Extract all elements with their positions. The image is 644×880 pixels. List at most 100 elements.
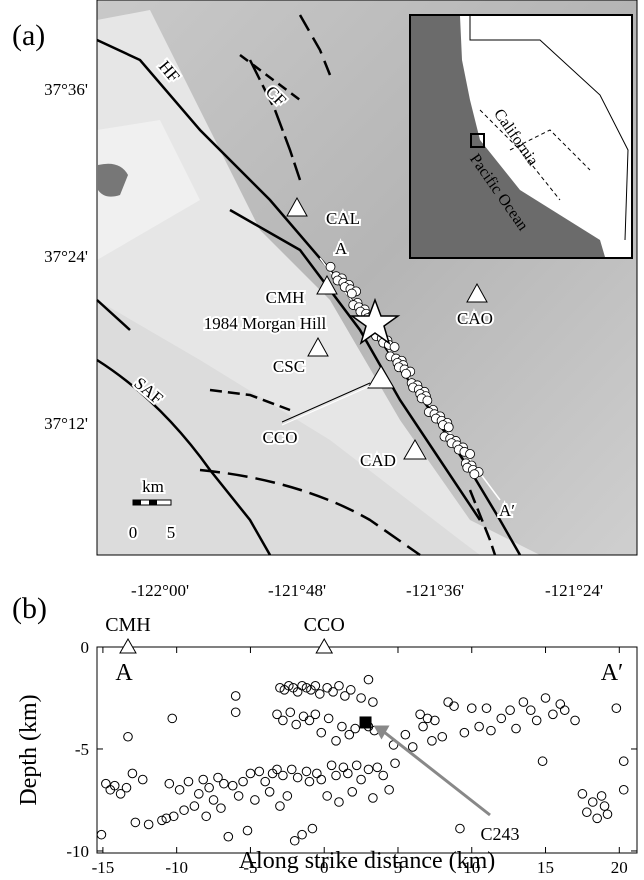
panel-label: (b) — [12, 592, 47, 625]
point — [219, 778, 229, 789]
point — [455, 823, 465, 834]
point — [559, 705, 570, 716]
profile-label: A′ — [499, 501, 515, 520]
point — [596, 791, 607, 801]
point — [123, 731, 133, 742]
x-tick-label: 20 — [611, 858, 628, 875]
point — [179, 805, 189, 815]
arrowhead — [373, 725, 390, 740]
y-axis-label: Depth (km) — [16, 694, 42, 805]
epicenter — [346, 288, 357, 299]
point — [109, 780, 120, 791]
point — [254, 766, 265, 777]
profile-label: A — [335, 239, 348, 258]
point — [540, 693, 551, 703]
point — [137, 774, 148, 785]
point — [316, 727, 327, 738]
profile-label: A′ — [601, 660, 624, 686]
point — [356, 693, 366, 703]
point — [334, 680, 344, 691]
point — [337, 721, 347, 732]
bay-plain — [97, 120, 200, 260]
y-tick-label: -10 — [66, 842, 89, 861]
epicenter — [422, 395, 433, 406]
highlight-point — [359, 716, 372, 729]
point — [602, 809, 613, 820]
point — [301, 682, 312, 693]
point — [174, 784, 185, 795]
point — [356, 774, 366, 785]
epicenter — [389, 342, 400, 352]
point — [537, 756, 548, 767]
point — [130, 817, 141, 828]
point — [350, 723, 360, 734]
point — [216, 803, 226, 813]
epicenter — [469, 469, 480, 480]
station-label: CMH — [105, 614, 151, 636]
point — [275, 682, 285, 693]
point — [363, 764, 374, 775]
scale-tick: 5 — [167, 523, 176, 542]
highlight-label: C243 — [480, 824, 519, 844]
lon-label: -121°48' — [268, 581, 326, 600]
point — [390, 758, 400, 769]
point — [242, 825, 253, 836]
lat-label: 37°12' — [44, 414, 88, 433]
point — [245, 768, 256, 779]
station-label: CAO — [457, 309, 493, 328]
point — [310, 709, 321, 720]
scale-unit: km — [142, 477, 164, 496]
point — [372, 762, 383, 773]
x-tick-label: 5 — [394, 858, 403, 875]
point — [555, 699, 566, 709]
point — [312, 768, 322, 779]
point — [496, 713, 507, 724]
point — [115, 789, 126, 799]
point — [582, 807, 592, 818]
point — [301, 766, 312, 777]
point — [459, 727, 470, 738]
point — [304, 776, 315, 787]
point — [275, 801, 285, 811]
point — [223, 831, 234, 842]
point — [481, 703, 492, 713]
station-label: CMH — [266, 288, 305, 307]
y-tick-label: -5 — [75, 740, 89, 759]
point — [157, 815, 167, 826]
point — [278, 715, 288, 726]
point — [322, 682, 332, 693]
point — [121, 782, 132, 793]
point — [167, 713, 178, 724]
epicenter — [465, 449, 475, 459]
point — [611, 703, 622, 713]
point — [272, 709, 282, 720]
point — [518, 697, 529, 707]
plot-frame — [96, 646, 638, 854]
point — [511, 723, 521, 734]
point — [466, 703, 477, 713]
point — [334, 797, 344, 807]
point — [310, 680, 321, 691]
point — [127, 768, 138, 779]
point — [323, 713, 334, 724]
point — [96, 829, 107, 840]
point — [264, 787, 275, 797]
station-label: CAD — [360, 451, 396, 470]
point — [340, 691, 350, 701]
point — [328, 687, 338, 697]
point — [233, 791, 244, 801]
point — [201, 811, 211, 822]
point — [230, 707, 241, 718]
point — [343, 768, 353, 779]
point — [347, 787, 358, 797]
point — [531, 715, 542, 726]
point — [304, 715, 315, 726]
map-frame — [96, 0, 638, 556]
event-label: 1984 Morgan Hill — [204, 314, 327, 333]
x-tick-label: -10 — [165, 858, 188, 875]
map — [96, 0, 638, 557]
point — [143, 819, 154, 830]
point — [363, 674, 374, 685]
point — [344, 729, 355, 740]
